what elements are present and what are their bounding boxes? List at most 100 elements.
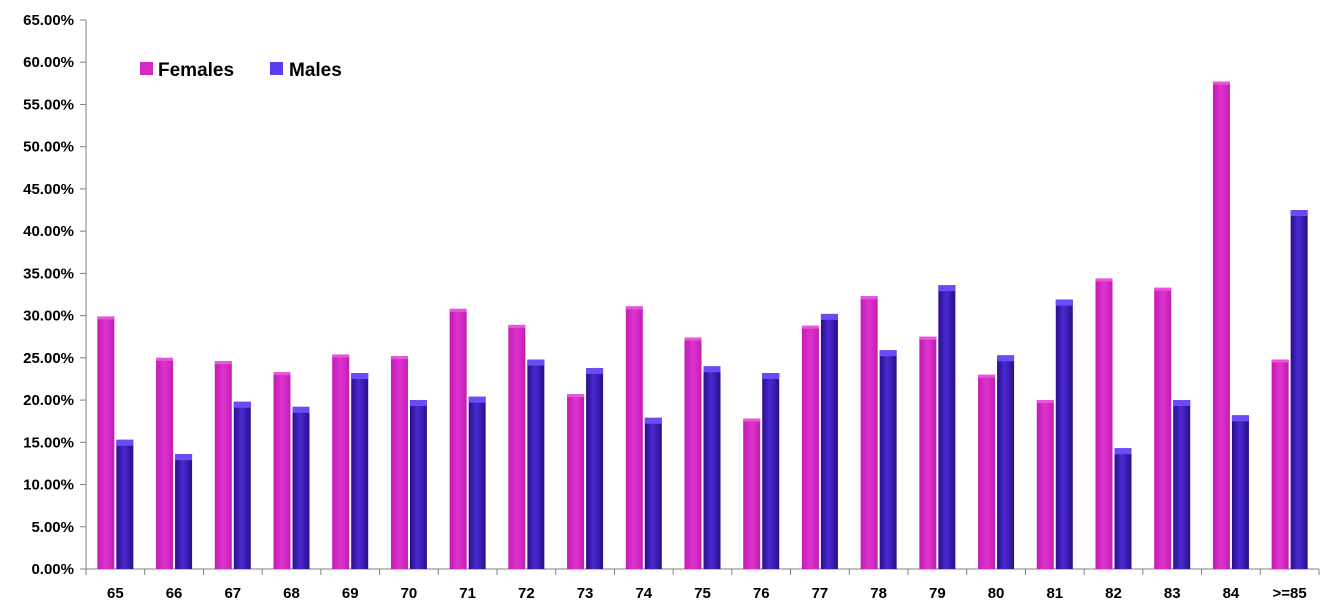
y-tick-label: 50.00%: [23, 139, 74, 156]
bar-males-78: [879, 350, 897, 569]
bar-cap-females-75: [684, 337, 702, 341]
bar-females-68: [273, 372, 291, 569]
bar-males-75: [703, 366, 721, 569]
bar-cap-females->=85: [1271, 359, 1289, 363]
bar-cap-males->=85: [1290, 210, 1308, 217]
legend-swatch-males: [270, 62, 283, 75]
y-axis-ticks: 0.00% 5.00% 10.00% 15.00% 20.00% 25.00% 30.00%…: [23, 12, 86, 578]
bar-cap-females-70: [390, 356, 408, 360]
bar-females->=85: [1271, 359, 1289, 569]
bar-cap-males-73: [586, 367, 604, 374]
x-tick-label: 67: [224, 585, 241, 602]
x-tick-label: >=85: [1273, 585, 1307, 602]
bar-cap-females-68: [273, 372, 291, 376]
y-tick-label: 0.00%: [31, 561, 74, 578]
x-tick-label: 70: [401, 585, 418, 602]
x-tick-label: 81: [1046, 585, 1063, 602]
bar-cap-males-79: [938, 285, 956, 292]
bar-males-69: [351, 373, 369, 569]
bar-males-72: [527, 359, 545, 569]
x-tick-label: 76: [753, 585, 770, 602]
x-tick-label: 74: [635, 585, 652, 602]
bar-cap-males-71: [468, 396, 486, 403]
x-axis-ticks: 65 66 67 68 69 70 71 72 73 74 75 76 77 78 79 80 81 82 83 84…: [85, 569, 1320, 602]
bar-males-84: [1231, 415, 1249, 569]
bar-cap-females-80: [978, 374, 996, 378]
bar-females-65: [97, 316, 115, 569]
legend-label-females: Females: [158, 60, 234, 81]
bar-cap-females-79: [919, 336, 937, 340]
bar-cap-males-84: [1231, 415, 1249, 422]
bar-females-73: [567, 394, 585, 569]
bar-males-76: [762, 373, 780, 569]
x-tick-label: 65: [107, 585, 124, 602]
axes: [85, 20, 1319, 570]
bar-females-80: [978, 374, 996, 569]
y-tick-label: 40.00%: [23, 223, 74, 240]
bar-cap-females-73: [567, 394, 585, 398]
x-tick-label: 84: [1223, 585, 1240, 602]
bar-cap-males-65: [116, 439, 134, 446]
x-tick-label: 73: [577, 585, 594, 602]
bar-cap-females-83: [1154, 287, 1172, 291]
bar-cap-males-75: [703, 366, 721, 373]
bar-cap-females-78: [860, 296, 878, 300]
y-tick-label: 5.00%: [31, 519, 74, 536]
bar-females-76: [743, 418, 761, 569]
bar-cap-males-76: [762, 373, 780, 380]
bar-cap-females-65: [97, 316, 115, 320]
x-tick-label: 68: [283, 585, 300, 602]
bar-females-71: [449, 308, 467, 569]
x-tick-label: 78: [870, 585, 887, 602]
bar-cap-males-70: [409, 400, 427, 407]
bar-females-77: [801, 325, 819, 569]
bar-cap-males-77: [820, 313, 838, 320]
bar-males-67: [233, 401, 251, 569]
bar-males-81: [1055, 299, 1073, 569]
x-tick-label: 77: [812, 585, 829, 602]
y-tick-label: 60.00%: [23, 54, 74, 71]
bar-males-79: [938, 285, 956, 569]
bar-males-83: [1173, 400, 1191, 569]
bar-cap-females-72: [508, 324, 526, 328]
bar-males-65: [116, 439, 134, 569]
x-tick-label: 79: [929, 585, 946, 602]
bar-females-67: [214, 361, 232, 569]
bar-males-68: [292, 406, 310, 569]
bar-females-84: [1212, 81, 1230, 569]
bar-cap-males-68: [292, 406, 310, 413]
bar-cap-males-80: [997, 355, 1015, 362]
bar-cap-males-67: [233, 401, 251, 408]
bar-females-83: [1154, 287, 1172, 569]
bar-cap-males-74: [644, 417, 662, 424]
bar-males-70: [409, 400, 427, 569]
bar-males-74: [644, 417, 662, 569]
bar-females-74: [625, 306, 643, 569]
bar-cap-females-66: [156, 357, 174, 361]
bar-males-71: [468, 396, 486, 569]
bar-cap-females-84: [1212, 81, 1230, 85]
x-tick-label: 72: [518, 585, 535, 602]
bar-cap-females-74: [625, 306, 643, 310]
y-tick-label: 10.00%: [23, 477, 74, 494]
bars: [97, 81, 1308, 570]
y-tick-label: 35.00%: [23, 265, 74, 282]
bar-females-70: [390, 356, 408, 569]
x-tick-label: 82: [1105, 585, 1122, 602]
x-tick-label: 69: [342, 585, 359, 602]
bar-cap-males-78: [879, 350, 897, 357]
bar-males-66: [175, 454, 193, 569]
bar-females-78: [860, 296, 878, 569]
bar-cap-females-82: [1095, 278, 1113, 282]
bar-females-69: [332, 354, 350, 569]
x-tick-label: 66: [166, 585, 183, 602]
bar-cap-males-72: [527, 359, 545, 366]
y-tick-label: 25.00%: [23, 350, 74, 367]
y-tick-label: 30.00%: [23, 308, 74, 325]
bar-females-79: [919, 336, 937, 569]
x-tick-label: 71: [459, 585, 476, 602]
x-tick-label: 75: [694, 585, 711, 602]
y-tick-label: 65.00%: [23, 12, 74, 29]
legend-label-males: Males: [289, 60, 342, 81]
